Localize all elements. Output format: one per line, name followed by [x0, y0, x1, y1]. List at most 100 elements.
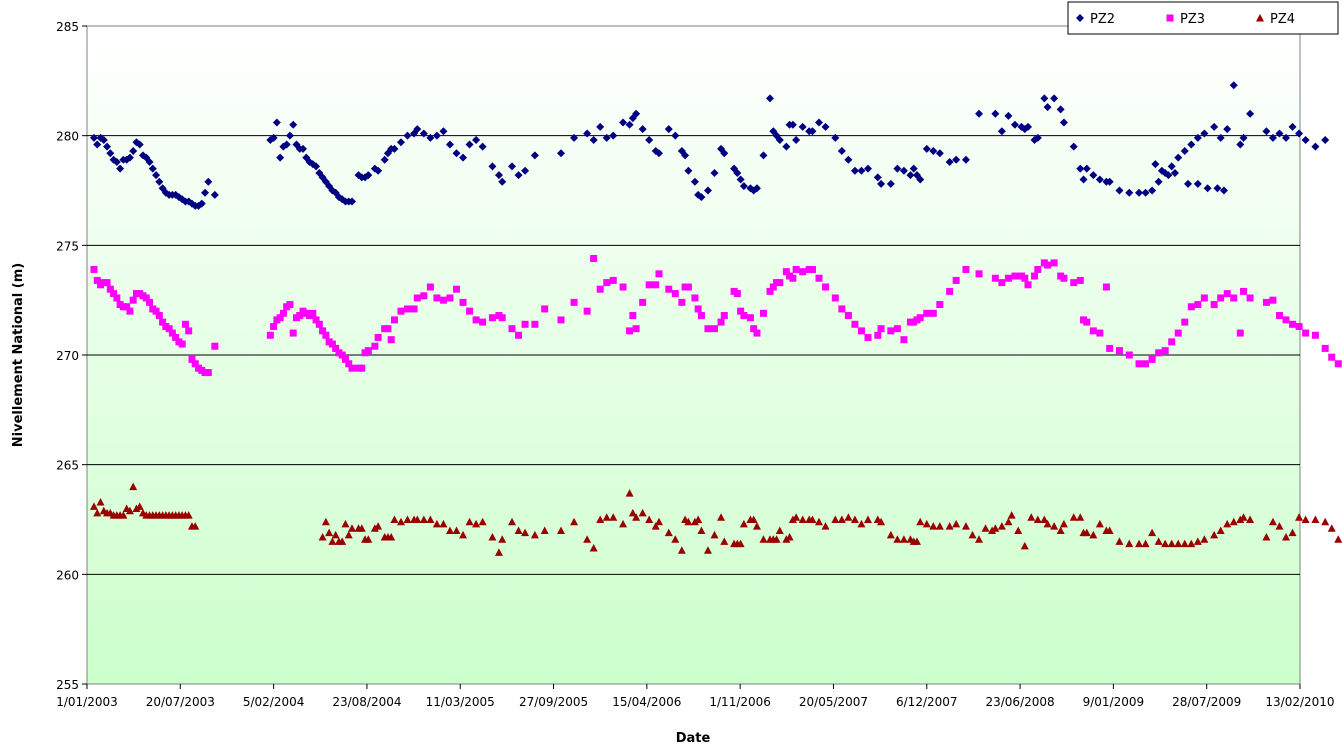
data-point: [815, 274, 823, 282]
x-tick-label: 27/09/2005: [519, 695, 588, 709]
data-point: [788, 515, 797, 523]
legend-box: [1067, 1, 1339, 35]
data-point: [129, 482, 138, 491]
data-point: [1240, 287, 1248, 295]
data-point: [328, 537, 337, 545]
data-point: [1050, 259, 1058, 267]
data-point: [488, 533, 497, 541]
data-point: [988, 526, 997, 534]
data-point: [1239, 513, 1248, 521]
data-point: [90, 265, 98, 273]
data-point: [1050, 94, 1059, 103]
data-point: [1282, 133, 1291, 142]
data-point: [814, 118, 823, 127]
data-point: [952, 519, 961, 528]
legend-marker: [1256, 14, 1264, 22]
series-pz3: [90, 254, 1342, 377]
data-point: [541, 305, 549, 313]
data-point: [873, 173, 882, 182]
x-tick-label: 1/11/2006: [709, 695, 771, 709]
data-point: [1089, 171, 1098, 180]
data-point: [799, 268, 807, 276]
data-point: [181, 320, 189, 328]
data-point: [1096, 329, 1104, 337]
data-point: [347, 524, 356, 532]
data-point: [531, 320, 539, 328]
data-point: [1024, 281, 1032, 289]
data-point: [439, 519, 448, 528]
data-point: [720, 149, 729, 158]
data-point: [628, 508, 637, 517]
data-point: [168, 329, 176, 337]
data-point: [99, 136, 108, 145]
series-pz2: [89, 81, 1330, 210]
data-point: [629, 312, 637, 320]
data-point: [851, 320, 859, 328]
data-point: [276, 314, 284, 322]
data-point: [1141, 539, 1150, 548]
data-point: [384, 325, 392, 333]
data-point: [1236, 329, 1244, 337]
data-point: [857, 519, 866, 528]
data-point: [916, 175, 925, 184]
data-point: [426, 133, 435, 142]
data-point: [1027, 513, 1036, 521]
data-point: [521, 166, 530, 175]
data-point: [1125, 539, 1134, 548]
data-point: [789, 274, 797, 282]
data-point: [387, 533, 396, 541]
data-point: [677, 546, 686, 554]
data-marks: [89, 81, 1342, 556]
data-point: [929, 309, 937, 317]
data-point: [1288, 528, 1297, 537]
data-point: [1083, 318, 1091, 326]
data-point: [733, 290, 741, 298]
data-point: [446, 294, 454, 302]
data-point: [488, 162, 497, 171]
data-point: [119, 511, 128, 519]
data-point: [184, 511, 193, 519]
data-point: [459, 298, 467, 306]
data-point: [498, 535, 507, 543]
data-point: [465, 140, 474, 149]
data-point: [981, 524, 990, 532]
data-point: [788, 120, 797, 129]
data-point: [112, 157, 121, 166]
data-point: [570, 133, 579, 142]
data-point: [364, 171, 373, 180]
data-point: [380, 155, 389, 164]
data-point: [321, 517, 330, 526]
data-point: [309, 309, 317, 317]
data-point: [632, 325, 640, 333]
data-point: [946, 287, 954, 295]
data-point: [364, 347, 372, 355]
data-point: [1151, 160, 1160, 169]
y-tick-label: 285: [56, 20, 79, 34]
data-point: [923, 309, 931, 317]
data-point: [603, 279, 611, 287]
data-point: [530, 151, 539, 160]
data-point: [1174, 539, 1183, 548]
data-point: [508, 517, 517, 526]
data-point: [752, 522, 761, 530]
data-point: [952, 155, 961, 164]
data-point: [691, 294, 699, 302]
data-point: [494, 548, 503, 556]
data-point: [364, 535, 373, 543]
data-point: [197, 199, 206, 208]
data-point: [374, 166, 383, 175]
data-point: [1161, 347, 1169, 355]
data-point: [478, 142, 487, 151]
data-point: [645, 281, 653, 289]
data-point: [899, 166, 908, 175]
data-point: [900, 336, 908, 344]
data-point: [684, 283, 692, 291]
data-point: [583, 129, 592, 138]
data-point: [782, 535, 791, 543]
data-point: [1184, 179, 1193, 188]
data-point: [821, 522, 830, 530]
data-point: [188, 355, 196, 363]
data-point: [1200, 535, 1209, 543]
data-point: [89, 133, 98, 142]
data-point: [991, 109, 1000, 118]
